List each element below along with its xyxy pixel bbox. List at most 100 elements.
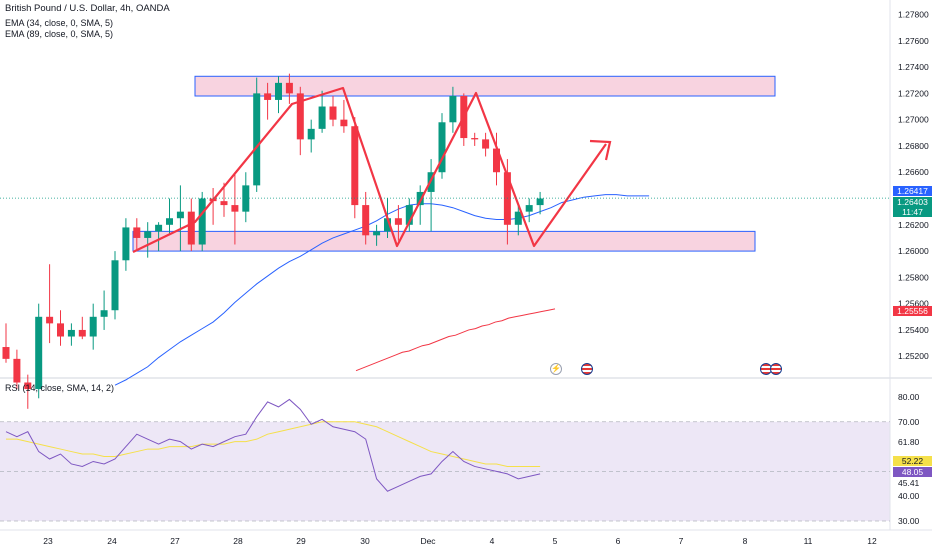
time-tick: Dec	[420, 536, 436, 546]
candle-body	[144, 231, 152, 238]
rsi-tick: 30.00	[898, 516, 920, 526]
chart-title[interactable]: British Pound / U.S. Dollar, 4h, OANDA	[5, 3, 170, 14]
candle	[307, 119, 315, 153]
candle	[198, 191, 206, 252]
candle-body	[536, 198, 544, 206]
candle	[471, 132, 479, 146]
candle-body	[100, 310, 108, 317]
candle-body	[242, 185, 250, 212]
candle	[13, 349, 21, 390]
price-tick: 1.26000	[898, 246, 929, 256]
time-tick: 7	[679, 536, 684, 546]
price-tick: 1.25800	[898, 272, 929, 282]
candle-body	[253, 93, 261, 186]
price-tick: 1.25200	[898, 351, 929, 361]
rsi-ma-badge: 52.22	[893, 456, 932, 466]
candle-body	[373, 231, 381, 236]
candle	[144, 222, 152, 258]
candle-body	[296, 93, 304, 140]
candle	[373, 224, 381, 246]
current-price-badge: 1.26403	[893, 197, 932, 207]
candle-body	[187, 211, 195, 245]
candle-body	[318, 106, 326, 129]
time-tick: 27	[170, 536, 180, 546]
last-price-badge: 1.26417	[893, 186, 932, 196]
rsi-tick: 45.41	[898, 478, 920, 488]
candle	[78, 316, 86, 340]
candle-body	[2, 347, 10, 359]
candle	[122, 218, 130, 271]
candle	[24, 374, 32, 409]
rsi-tick: 80.00	[898, 392, 920, 402]
candle-body	[46, 316, 54, 324]
rsi-line	[5, 398, 541, 492]
candle-body	[122, 227, 130, 261]
time-tick: 5	[553, 536, 558, 546]
candle-body	[362, 205, 370, 236]
us-flag-icon[interactable]	[770, 363, 782, 375]
candle-body	[329, 106, 337, 120]
candle	[449, 86, 457, 133]
price-tick: 1.25600	[898, 299, 929, 309]
candle-body	[482, 139, 490, 149]
candle-body	[449, 96, 457, 123]
time-tick: 30	[360, 536, 370, 546]
time-tick: 24	[107, 536, 117, 546]
candle-body	[384, 218, 391, 232]
candle	[166, 198, 173, 236]
candle	[394, 205, 402, 241]
candle-body	[220, 201, 228, 206]
candle	[493, 132, 500, 186]
candle	[525, 198, 533, 223]
us-flag-icon[interactable]	[581, 363, 593, 375]
candle	[242, 172, 250, 223]
candle	[536, 191, 544, 215]
price-tick: 1.27400	[898, 62, 929, 72]
ema89-line	[355, 308, 556, 372]
candle-body	[525, 205, 533, 212]
ema34-legend[interactable]: EMA (34, close, 0, SMA, 5)	[5, 18, 114, 28]
candle	[296, 86, 304, 156]
time-tick: 6	[616, 536, 621, 546]
candle	[100, 290, 108, 330]
candle-body	[13, 358, 21, 383]
time-tick: 11	[804, 536, 813, 546]
candle	[46, 264, 54, 344]
time-tick: 23	[43, 536, 53, 546]
price-tick: 1.27600	[898, 36, 929, 46]
candle-body	[405, 205, 413, 225]
candle-body	[67, 329, 75, 337]
rsi-legend[interactable]: RSI (14, close, SMA, 14, 2)	[5, 383, 115, 393]
candle	[482, 132, 490, 157]
price-tick: 1.25400	[898, 325, 929, 335]
price-tick: 1.27800	[898, 10, 929, 20]
candle	[155, 222, 163, 252]
candle-body	[57, 323, 64, 337]
candle-body	[78, 329, 86, 337]
candle-body	[111, 260, 119, 311]
candle-body	[35, 316, 43, 390]
lightning-icon[interactable]: ⚡	[550, 363, 562, 375]
candle	[67, 323, 75, 346]
time-tick: 4	[490, 536, 495, 546]
candle-body	[340, 119, 348, 127]
candle-body	[264, 93, 272, 100]
candle-body	[471, 138, 479, 140]
candle	[514, 205, 522, 236]
support-zone	[132, 230, 756, 252]
time-tick: 12	[867, 536, 877, 546]
candle	[362, 191, 370, 245]
candle-body	[231, 205, 239, 212]
rsi-ma-line	[6, 421, 541, 467]
resistance-zone	[194, 75, 776, 97]
candle-body	[438, 122, 446, 173]
candle-body	[155, 224, 163, 232]
candle-body	[176, 211, 184, 219]
rsi-value-badge: 48.05	[893, 467, 932, 477]
candle-body	[198, 198, 206, 245]
price-tick: 1.26800	[898, 141, 929, 151]
candle	[176, 185, 184, 252]
ema89-legend[interactable]: EMA (89, close, 0, SMA, 5)	[5, 29, 114, 39]
candle	[2, 323, 10, 363]
